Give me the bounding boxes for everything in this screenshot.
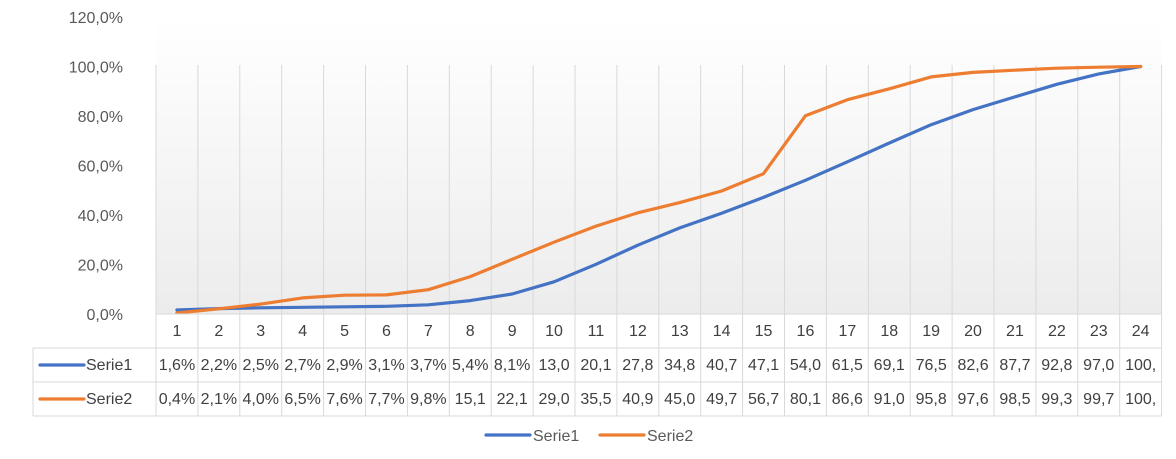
data-label: 2,2% (201, 357, 237, 374)
category-label: 12 (629, 323, 647, 340)
series-name-label: Serie2 (86, 391, 132, 408)
category-label: 10 (545, 323, 563, 340)
data-label: 9,8% (410, 391, 446, 408)
data-label: 4,0% (243, 391, 279, 408)
data-label: 80,1 (790, 391, 821, 408)
y-tick-label: 40,0% (78, 208, 123, 225)
category-label: 8 (466, 323, 475, 340)
series-line-serie2 (175, 64, 1143, 315)
data-label: 87,7 (999, 357, 1030, 374)
data-label: 8,1% (494, 357, 530, 374)
data-label: 76,5 (916, 357, 947, 374)
y-tick-label: 60,0% (78, 159, 123, 176)
category-label: 13 (671, 323, 689, 340)
category-label: 2 (214, 323, 223, 340)
data-label: 47,1 (748, 357, 779, 374)
data-label: 100, (1125, 357, 1156, 374)
y-tick-label: 120,0% (69, 10, 123, 27)
y-tick-label: 80,0% (78, 109, 123, 126)
data-label: 100, (1125, 391, 1156, 408)
category-label: 14 (713, 323, 731, 340)
legend-label: Serie1 (533, 428, 579, 445)
category-label: 21 (1006, 323, 1024, 340)
category-label: 7 (424, 323, 433, 340)
category-label: 24 (1132, 323, 1150, 340)
category-label: 17 (838, 323, 856, 340)
data-label: 15,1 (455, 391, 486, 408)
category-label: 22 (1048, 323, 1066, 340)
data-label: 7,6% (326, 391, 362, 408)
category-label: 18 (880, 323, 898, 340)
data-label: 98,5 (999, 391, 1030, 408)
data-label: 34,8 (664, 357, 695, 374)
data-label: 2,9% (326, 357, 362, 374)
data-label: 13,0 (538, 357, 569, 374)
series-lines (175, 64, 1143, 315)
data-label: 7,7% (368, 391, 404, 408)
y-tick-label: 0,0% (87, 307, 123, 324)
data-label: 2,1% (201, 391, 237, 408)
data-label: 91,0 (874, 391, 905, 408)
data-label: 86,6 (832, 391, 863, 408)
category-label: 16 (797, 323, 815, 340)
data-label: 99,3 (1041, 391, 1072, 408)
data-label: 82,6 (957, 357, 988, 374)
data-label: 49,7 (706, 391, 737, 408)
data-label: 35,5 (580, 391, 611, 408)
y-tick-label: 20,0% (78, 258, 123, 275)
data-label: 61,5 (832, 357, 863, 374)
data-label: 92,8 (1041, 357, 1072, 374)
data-label: 5,4% (452, 357, 488, 374)
category-label: 20 (964, 323, 982, 340)
category-label: 19 (922, 323, 940, 340)
data-label: 22,1 (497, 391, 528, 408)
data-label: 3,1% (368, 357, 404, 374)
data-label: 20,1 (580, 357, 611, 374)
category-label: 4 (298, 323, 307, 340)
legend: Serie1 Serie2 (484, 428, 693, 445)
legend-label: Serie2 (647, 428, 693, 445)
data-label: 40,9 (622, 391, 653, 408)
data-label: 2,7% (284, 357, 320, 374)
y-tick-label: 100,0% (69, 60, 123, 77)
data-label: 45,0 (664, 391, 695, 408)
data-label: 97,0 (1083, 357, 1114, 374)
data-label: 97,6 (957, 391, 988, 408)
data-table: 1 2 3 4 5 6 7 8 9 10 11 12 13 14 15 16 17 18 19 20 21 22 23 24S… (32, 313, 1163, 417)
data-label: 99,7 (1083, 391, 1114, 408)
data-label: 27,8 (622, 357, 653, 374)
data-label: 6,5% (284, 391, 320, 408)
y-axis: 0,0% 20,0% 40,0% 60,0% 80,0% 100,0% 120,0% (69, 10, 123, 324)
data-label: 69,1 (874, 357, 905, 374)
data-label: 0,4% (159, 391, 195, 408)
category-label: 3 (256, 323, 265, 340)
data-label: 54,0 (790, 357, 821, 374)
data-label: 3,7% (410, 357, 446, 374)
data-label: 29,0 (538, 391, 569, 408)
category-label: 9 (508, 323, 517, 340)
data-label: 1,6% (159, 357, 195, 374)
category-label: 1 (172, 323, 181, 340)
category-label: 15 (755, 323, 773, 340)
data-label: 95,8 (916, 391, 947, 408)
category-label: 11 (588, 323, 605, 340)
category-label: 6 (382, 323, 391, 340)
data-label: 40,7 (706, 357, 737, 374)
category-label: 5 (340, 323, 349, 340)
series-line-serie1 (175, 64, 1143, 312)
data-label: 2,5% (243, 357, 279, 374)
category-label: 23 (1090, 323, 1108, 340)
series-name-label: Serie1 (86, 357, 132, 374)
data-label: 56,7 (748, 391, 779, 408)
